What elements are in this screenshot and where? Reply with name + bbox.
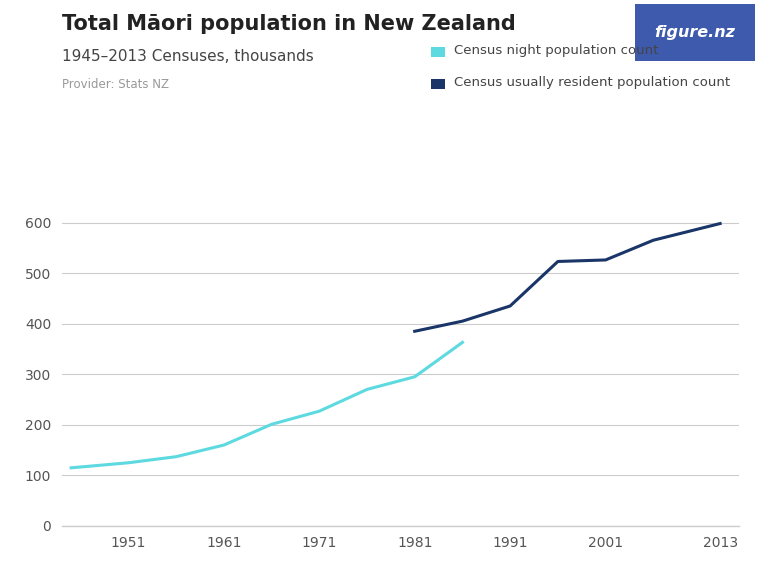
Text: Provider: Stats NZ: Provider: Stats NZ [62, 78, 169, 91]
Text: Census night population count: Census night population count [454, 45, 658, 57]
Text: figure.nz: figure.nz [654, 25, 735, 40]
Text: Census usually resident population count: Census usually resident population count [454, 76, 731, 89]
Text: Total Māori population in New Zealand: Total Māori population in New Zealand [62, 14, 515, 35]
Text: 1945–2013 Censuses, thousands: 1945–2013 Censuses, thousands [62, 49, 313, 64]
